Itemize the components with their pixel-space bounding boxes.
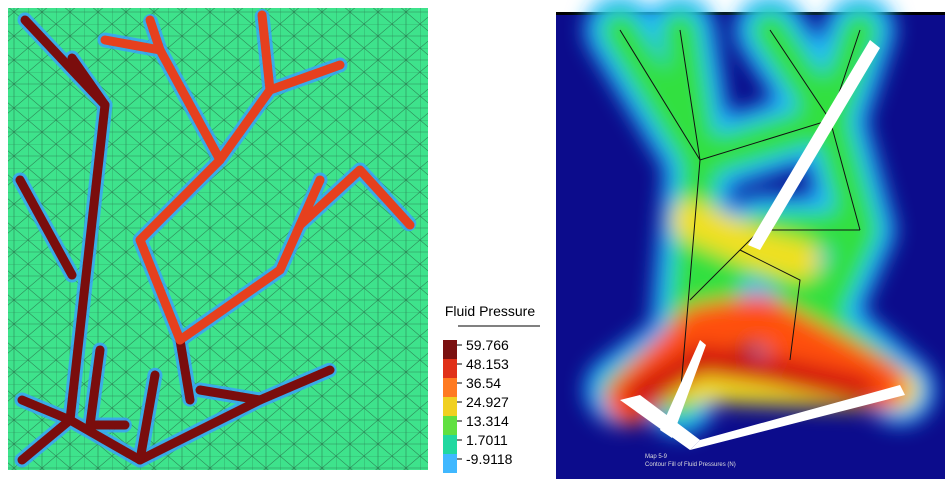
legend-title: Fluid Pressure — [445, 303, 535, 319]
legend-swatch — [443, 378, 457, 397]
legend-label: 24.927 — [466, 394, 509, 410]
legend-label: -9.9118 — [466, 451, 513, 467]
figure: Fluid Pressure 59.766 48.153 36.54 24.927 13… — [0, 0, 945, 479]
contour-panel: Map 5-9 Contour Fill of Fluid Pressures … — [556, 12, 945, 479]
legend-swatch — [443, 454, 457, 473]
mesh-panel — [8, 8, 428, 470]
legend-label: 48.153 — [466, 356, 509, 372]
legend-swatch — [443, 359, 457, 378]
legend-label: 1.7011 — [466, 432, 508, 448]
page: Fluid Pressure 59.766 48.153 36.54 24.927 13… — [0, 0, 945, 479]
caption-line: Contour Fill of Fluid Pressures (N) — [645, 462, 736, 468]
legend-label: 59.766 — [466, 337, 509, 353]
legend-label: 36.54 — [466, 375, 501, 391]
legend-label: 13.314 — [466, 413, 509, 429]
caption-line: Map 5-9 — [645, 454, 668, 460]
legend-swatch — [443, 340, 457, 359]
legend-swatch — [443, 435, 457, 454]
legend-swatch — [443, 416, 457, 435]
legend-swatch — [443, 397, 457, 416]
legend: Fluid Pressure 59.766 48.153 36.54 24.927 13… — [443, 303, 540, 473]
